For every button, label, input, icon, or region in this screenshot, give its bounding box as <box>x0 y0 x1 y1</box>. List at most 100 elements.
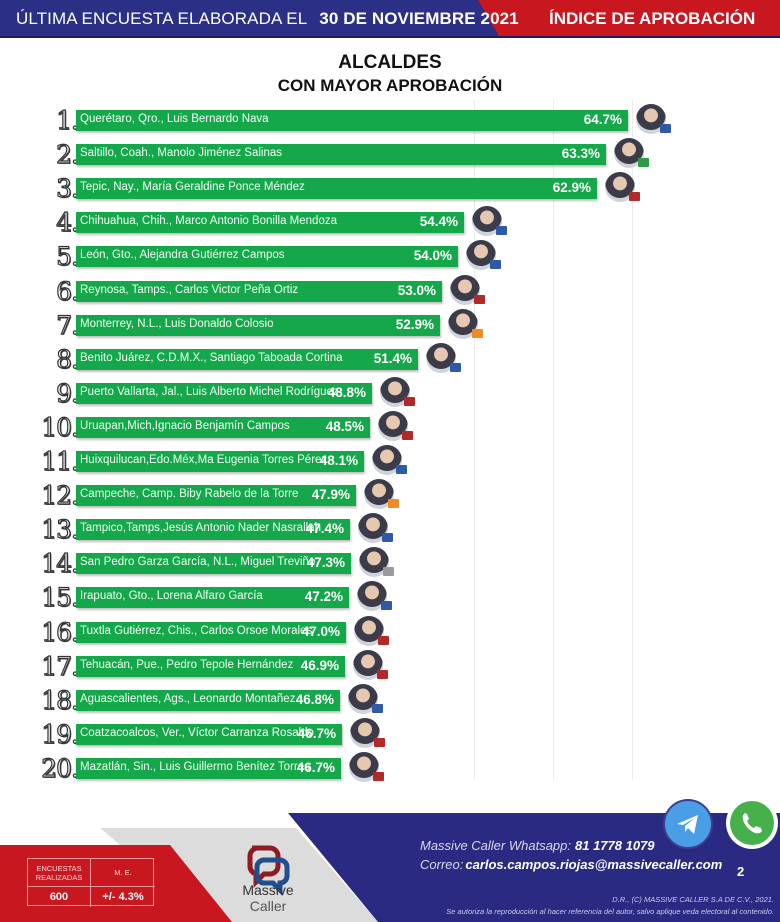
surveys-value: 600 <box>28 887 91 907</box>
bar-row: 10. Uruapan,Mich,Ignacio Benjamín Campos 4… <box>0 410 780 445</box>
bar-row: 11. Huixquilucan,Edo.Méx,Ma Eugenia Torre… <box>0 445 780 479</box>
party-badge-icon <box>638 158 649 168</box>
bar-row: 4. Chihuahua, Chih., Marco Antonio Bonill… <box>0 206 780 240</box>
approval-bar: Mazatlán, Sin., Luis Guillermo Benítez T… <box>76 757 341 779</box>
page-number: 2 <box>737 864 745 879</box>
header-bar: ÚLTIMA ENCUESTA ELABORADA EL 30 DE NOVIEM… <box>0 0 780 38</box>
approval-bar: Reynosa, Tamps., Carlos Victor Peña Orti… <box>76 280 442 302</box>
copyright-text: D.R., (C) MASSIVE CALLER S.A DE C.V., 20… <box>612 895 774 904</box>
survey-prefix: ÚLTIMA ENCUESTA ELABORADA EL <box>16 9 308 28</box>
bar-row: 2. Saltillo, Coah., Manolo Jiménez Salina… <box>0 138 780 172</box>
logo-text-caller: Caller <box>249 898 287 914</box>
approval-value: 48.1% <box>319 453 358 468</box>
approval-bar: Tehuacán, Pue., Pedro Tepole Hernández 46… <box>76 655 345 677</box>
reproduction-notice: Se autoriza la reproducción al hacer ref… <box>446 907 774 916</box>
mayor-label: Uruapan,Mich,Ignacio Benjamín Campos <box>80 419 290 432</box>
mayor-label: Campeche, Camp. Biby Rabelo de la Torre <box>80 488 299 501</box>
party-badge-icon <box>373 771 384 781</box>
bar-row: 13. Tampico,Tamps,Jesús Antonio Nader Nas… <box>0 513 780 547</box>
mayor-label: Aguascalientes, Ags., Leonardo Montañez <box>80 692 296 705</box>
approval-bar: Tepic, Nay., María Geraldine Ponce Ménde… <box>76 178 597 200</box>
party-badge-icon <box>377 669 388 679</box>
section-title: ÍNDICE DE APROBACIÓN <box>549 9 756 28</box>
header-blue-section <box>0 0 500 38</box>
rank-number: 9. <box>56 378 80 408</box>
email-label: Correo: <box>420 857 464 872</box>
approval-value: 63.3% <box>561 146 600 162</box>
mayor-label: Monterrey, N.L., Luis Donaldo Colosio <box>80 317 274 330</box>
grid-line <box>474 100 475 780</box>
rank-number: 14. <box>41 549 80 579</box>
approval-value: 62.9% <box>552 180 591 196</box>
rank-number: 19. <box>41 719 80 749</box>
whatsapp-icon[interactable] <box>726 797 778 849</box>
survey-date: 30 DE NOVIEMBRE 2021 <box>319 9 519 28</box>
approval-value: 46.9% <box>300 657 339 673</box>
bar-row: 1. Querétaro, Qro., Luis Bernardo Nava 64.… <box>0 104 780 138</box>
survey-stats-table: ENCUESTAS REALIZADAS M. E. 600 +/- 4.3% <box>27 858 155 907</box>
mayor-label: Irapuato, Gto., Lorena Alfaro García <box>80 590 263 603</box>
bar-row: 20. Mazatlán, Sin., Luis Guillermo Beníte… <box>0 751 780 786</box>
bar-row: 17. Tehuacán, Pue., Pedro Tepole Hernánde… <box>0 649 780 684</box>
party-badge-icon <box>388 499 399 509</box>
mayor-label: Tepic, Nay., María Geraldine Ponce Ménde… <box>80 181 305 194</box>
bar-row: 12. Campeche, Camp. Biby Rabelo de la Tor… <box>0 479 780 513</box>
rank-number: 2. <box>56 139 80 170</box>
margin-error-value: +/- 4.3% <box>102 891 144 903</box>
rank-number: 15. <box>41 583 80 613</box>
rank-number: 16. <box>41 617 80 647</box>
approval-bar: Huixquilucan,Edo.Méx,Ma Eugenia Torres P… <box>76 451 364 472</box>
party-badge-icon <box>374 737 385 747</box>
party-badge-icon <box>629 192 640 202</box>
bar-row: 9. Puerto Vallarta, Jal., Luis Alberto Mi… <box>0 376 780 411</box>
mayor-label: Mazatlán, Sin., Luis Guillermo Benítez T… <box>80 760 310 773</box>
bar-row: 18. Aguascalientes, Ags., Leonardo Montañ… <box>0 683 780 718</box>
party-badge-icon <box>450 362 461 372</box>
whatsapp-number[interactable]: 81 1778 1079 <box>575 838 655 853</box>
rank-number: 13. <box>41 515 80 545</box>
approval-bar: León, Gto., Alejandra Gutiérrez Campos 54… <box>76 246 458 268</box>
approval-value: 54.0% <box>413 248 452 264</box>
bar-row: 7. Monterrey, N.L., Luis Donaldo Colosio 5… <box>0 308 780 343</box>
mayor-label: Puerto Vallarta, Jal., Luis Alberto Mich… <box>80 385 339 398</box>
approval-bar: Irapuato, Gto., Lorena Alfaro García 47.2… <box>76 587 349 609</box>
approval-value: 51.4% <box>373 350 412 366</box>
mayor-label: Huixquilucan,Edo.Méx,Ma Eugenia Torres P… <box>80 454 328 466</box>
party-badge-icon <box>474 294 485 304</box>
grid-line <box>553 100 554 780</box>
approval-bar: San Pedro Garza García, N.L., Miguel Tre… <box>76 553 351 575</box>
rank-number: 18. <box>41 685 80 715</box>
party-badge-icon <box>382 533 393 543</box>
approval-value: 53.0% <box>397 282 436 298</box>
margin-error-header: M. E. <box>91 859 155 887</box>
approval-value: 46.7% <box>297 725 336 741</box>
approval-bar: Tampico,Tamps,Jesús Antonio Nader Nasral… <box>76 519 350 541</box>
rank-number: 12. <box>41 480 80 511</box>
logo-text-massive: Massive <box>242 882 294 898</box>
bar-row: 6. Reynosa, Tamps., Carlos Victor Peña Or… <box>0 274 780 309</box>
approval-bar: Coatzacoalcos, Ver., Víctor Carranza Ros… <box>76 723 342 745</box>
bar-row: 3. Tepic, Nay., María Geraldine Ponce Mén… <box>0 172 780 206</box>
whatsapp-label: Massive Caller Whatsapp: <box>420 838 571 853</box>
party-badge-icon <box>472 328 483 338</box>
bar-row: 16. Tuxtla Gutiérrez, Chis., Carlos Orsoe… <box>0 615 780 650</box>
mayor-label: Saltillo, Coah., Manolo Jiménez Salinas <box>80 147 282 160</box>
email-link[interactable]: carlos.campos.riojas@massivecaller.com <box>465 857 723 872</box>
rank-number: 4. <box>56 208 80 238</box>
approval-bar: Monterrey, N.L., Luis Donaldo Colosio 52.… <box>76 314 440 336</box>
party-badge-icon <box>396 465 407 474</box>
approval-bar: Benito Juárez, C.D.M.X., Santiago Taboad… <box>76 348 418 370</box>
mayor-label: Tehuacán, Pue., Pedro Tepole Hernández <box>80 658 294 671</box>
telegram-icon[interactable] <box>665 801 711 847</box>
approval-value: 47.0% <box>301 623 340 639</box>
rank-number: 10. <box>41 412 80 442</box>
party-badge-icon <box>496 226 507 236</box>
approval-bar: Saltillo, Coah., Manolo Jiménez Salinas 6… <box>76 144 606 166</box>
bar-row: 14. San Pedro Garza García, N.L., Miguel … <box>0 547 780 581</box>
bar-row: 5. León, Gto., Alejandra Gutiérrez Campos… <box>0 240 780 274</box>
rank-number: 6. <box>56 276 80 306</box>
approval-value: 47.4% <box>305 521 344 537</box>
mayor-label: Reynosa, Tamps., Carlos Victor Peña Orti… <box>80 283 299 296</box>
approval-value: 64.7% <box>583 112 622 127</box>
approval-value: 46.8% <box>295 691 334 707</box>
